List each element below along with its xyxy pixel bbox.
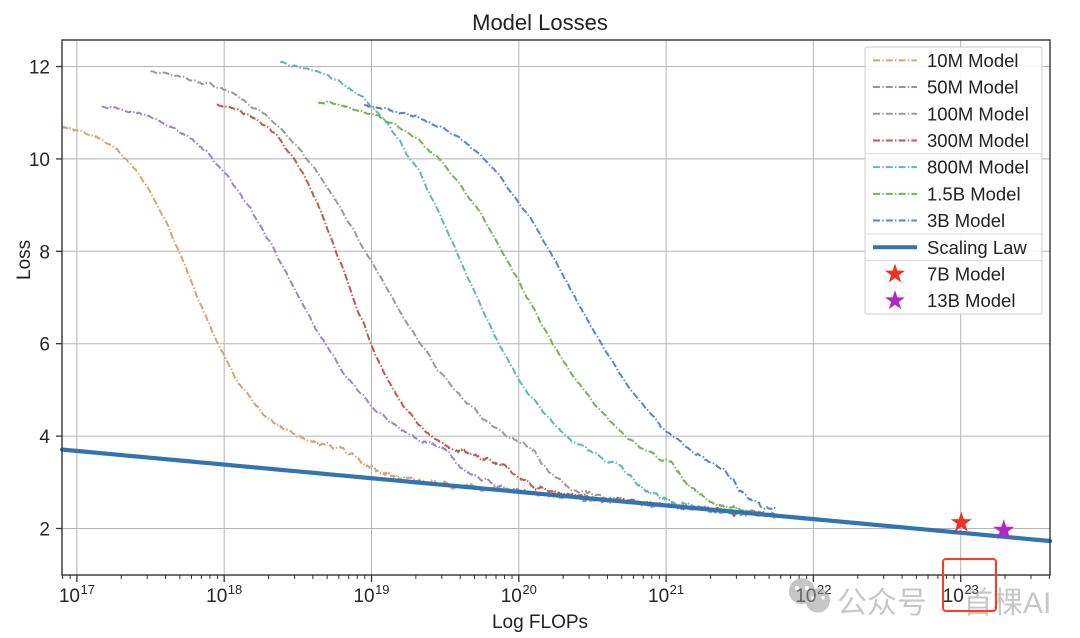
svg-text:8: 8 [39,242,50,263]
svg-text:10: 10 [29,150,50,171]
svg-text:100M Model: 100M Model [927,103,1029,124]
svg-text:50M Model: 50M Model [927,77,1019,98]
svg-text:10M Model: 10M Model [927,50,1019,71]
svg-text:3B Model: 3B Model [927,210,1005,231]
svg-text:300M Model: 300M Model [927,130,1029,151]
svg-text:1.5B Model: 1.5B Model [927,183,1021,204]
svg-text:4: 4 [39,427,50,448]
svg-text:12: 12 [29,58,50,79]
svg-text:Scaling Law: Scaling Law [927,237,1027,258]
svg-text:7B Model: 7B Model [927,263,1005,284]
svg-text:2: 2 [39,520,50,541]
svg-text:800M Model: 800M Model [927,157,1029,178]
svg-text:13B Model: 13B Model [927,290,1015,311]
svg-text:6: 6 [39,335,50,356]
